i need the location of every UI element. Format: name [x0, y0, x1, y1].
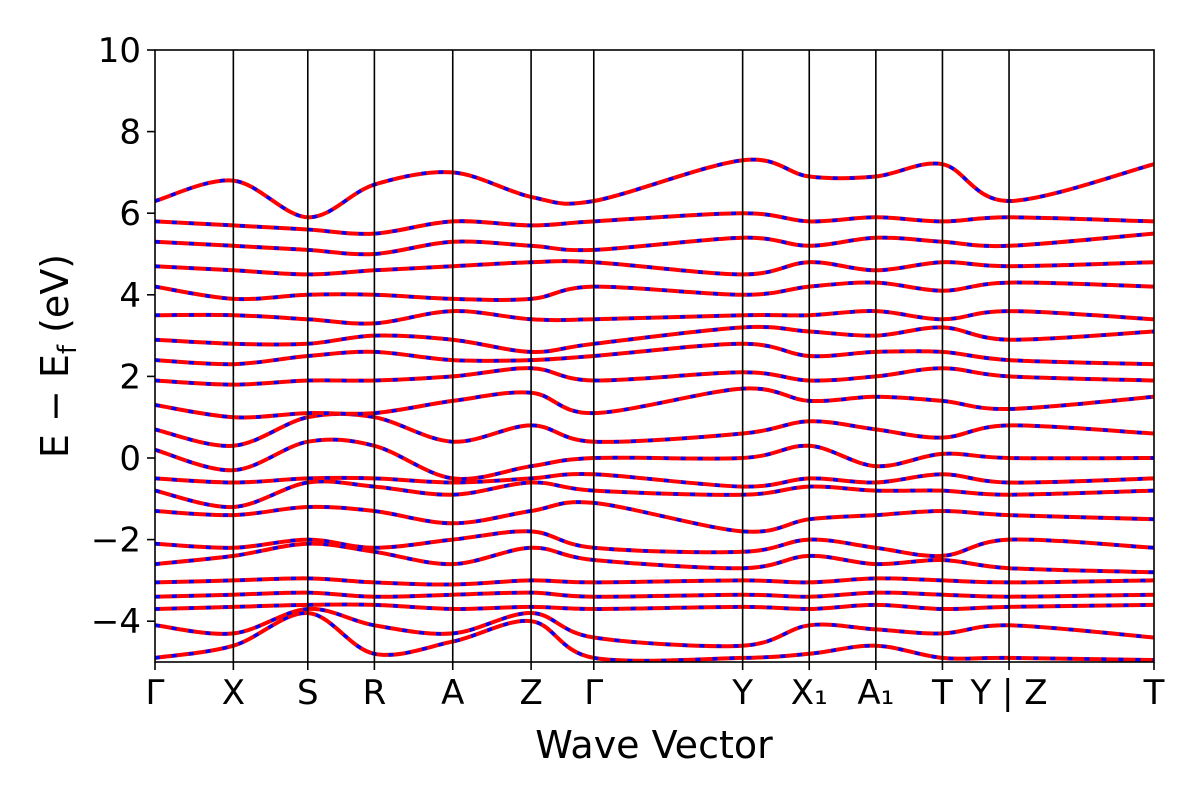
band-line-16	[155, 309, 1154, 326]
band-overlay-16	[155, 309, 1154, 326]
y-axis-label-subscript: f	[53, 344, 83, 354]
y-tick-label-2: 0	[119, 439, 141, 479]
x-axis-ticks: Γ X S R A Z Γ Y X₁ A₁ T Y | Z T	[146, 662, 1165, 713]
y-tick-label-1: −2	[91, 521, 141, 561]
x-tick-label-8: X₁	[791, 673, 828, 713]
y-tick-label-0: −4	[91, 602, 141, 642]
high-symmetry-lines	[232, 50, 1010, 662]
x-tick-label-10: T	[931, 673, 953, 713]
y-tick-label-4: 4	[119, 276, 141, 316]
x-tick-label-5: Z	[519, 673, 542, 713]
x-tick-label-1: X	[222, 673, 245, 713]
x-tick-label-9: A₁	[857, 673, 894, 713]
band-line-17	[155, 280, 1154, 302]
band-overlay-9	[155, 472, 1154, 489]
band-overlay-10	[155, 437, 1154, 481]
x-tick-label-4: A	[441, 673, 464, 713]
y-tick-label-3: 2	[119, 357, 141, 397]
band-line-10	[155, 437, 1154, 481]
y-axis-label-main: E − E	[33, 354, 77, 458]
x-tick-label-12: T	[1143, 673, 1165, 713]
band-overlay-18	[155, 259, 1154, 277]
band-line-12	[155, 386, 1154, 420]
band-line-19	[155, 231, 1154, 257]
plot-frame	[154, 49, 1155, 663]
x-tick-label-6: Γ	[584, 673, 603, 713]
band-overlay-14	[155, 342, 1154, 366]
band-overlay-2	[155, 602, 1154, 611]
band-line-7	[155, 500, 1154, 534]
band-overlay-7	[155, 500, 1154, 534]
x-tick-label-3: R	[363, 673, 387, 713]
band-overlay-15	[155, 325, 1154, 354]
x-tick-label-11: Y | Z	[969, 673, 1047, 713]
band-overlay-17	[155, 280, 1154, 302]
x-tick-label-0: Γ	[146, 673, 165, 713]
x-axis-label: Wave Vector	[535, 723, 773, 767]
y-tick-label-5: 6	[119, 194, 141, 234]
x-tick-label-2: S	[297, 673, 319, 713]
y-tick-label-6: 8	[119, 113, 141, 153]
y-axis-label: E − Ef (eV)	[33, 254, 83, 458]
band-overlay-4	[155, 576, 1154, 587]
band-overlay-3	[155, 590, 1154, 599]
band-line-5	[155, 541, 1154, 575]
band-line-8	[155, 479, 1154, 510]
band-overlay-21	[155, 157, 1154, 220]
x-tick-label-7: Y	[731, 673, 753, 713]
band-overlay-12	[155, 386, 1154, 420]
band-overlay-19	[155, 231, 1154, 257]
band-overlay-0	[155, 611, 1154, 662]
band-overlay-13	[155, 366, 1154, 387]
band-line-0	[155, 610, 1154, 662]
band-overlay-20	[155, 211, 1154, 236]
band-overlay-6	[155, 529, 1154, 558]
band-line-21	[155, 157, 1154, 220]
y-axis-ticks: −4 −2 0 2 4 6 8 10	[91, 31, 155, 642]
bands-layer	[155, 157, 1154, 662]
y-axis-label-unit: (eV)	[33, 254, 77, 345]
y-tick-label-7: 10	[98, 31, 141, 71]
